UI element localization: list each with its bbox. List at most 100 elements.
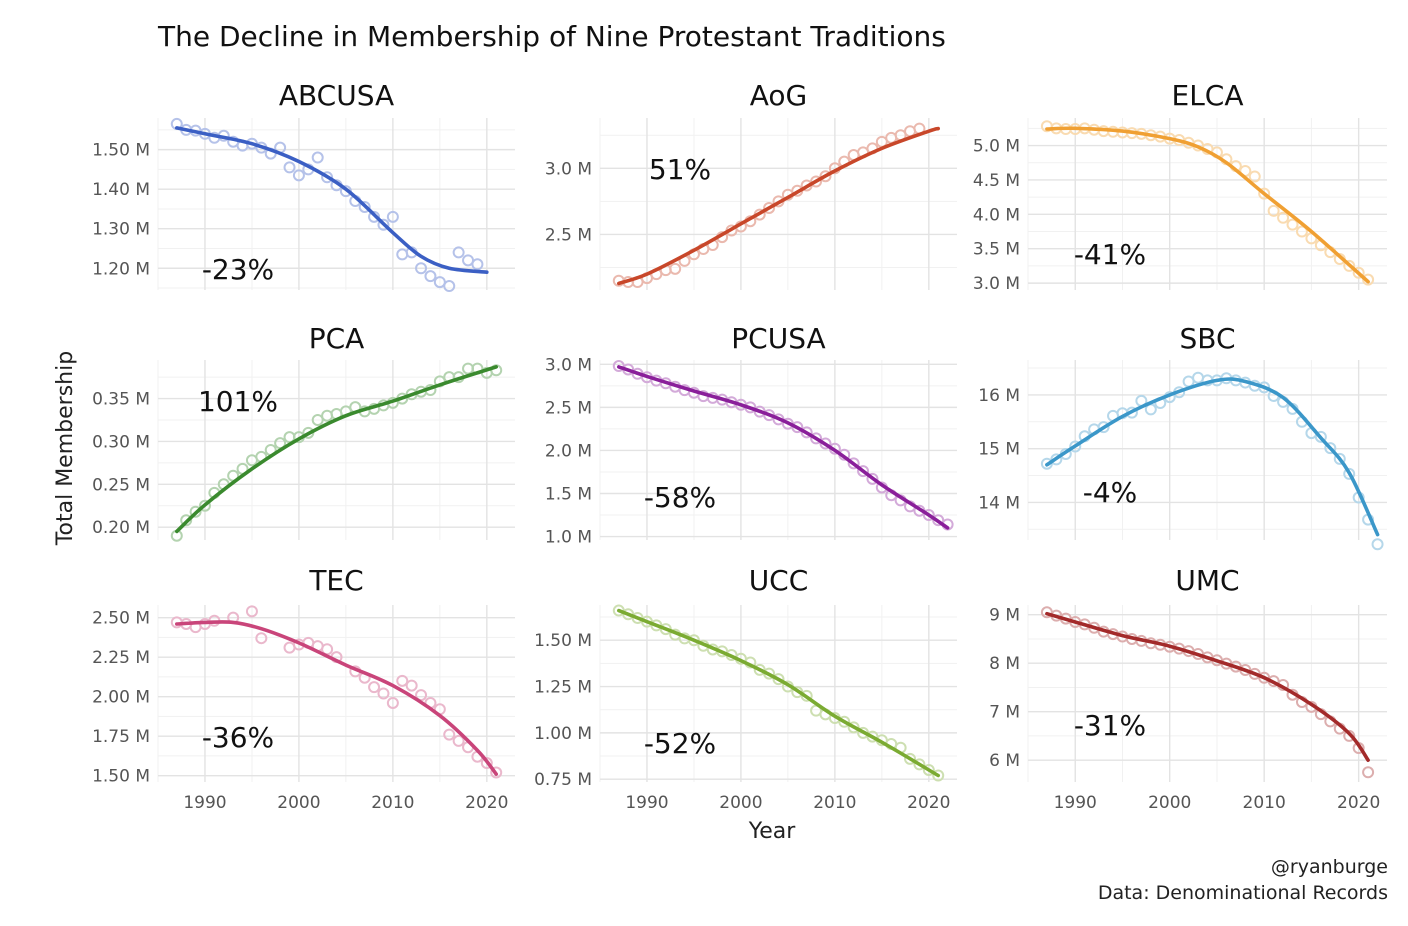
y-tick-label: 3.0 M: [973, 274, 1020, 294]
trend-line: [1045, 126, 1370, 284]
trend-line: [617, 126, 940, 286]
y-tick-label: 5.0 M: [973, 137, 1020, 157]
y-tick-label: 2.5 M: [545, 225, 592, 245]
data-point: [772, 673, 785, 686]
data-point: [838, 715, 851, 728]
caption-handle: @ryanburge: [1271, 856, 1388, 878]
percent-change-label: -58%: [644, 481, 716, 514]
data-point: [377, 218, 390, 231]
y-tick-label: 2.00 M: [92, 688, 150, 708]
data-point: [452, 734, 465, 747]
data-point: [283, 161, 296, 174]
data-point: [847, 457, 860, 470]
facet-label-sbc: SBC: [1179, 322, 1235, 355]
data-point: [180, 514, 193, 527]
x-tick-label: 2000: [719, 793, 762, 813]
data-point: [857, 465, 870, 478]
data-point: [255, 632, 268, 645]
data-point: [1362, 273, 1375, 286]
y-tick-label: 3.0 M: [545, 159, 592, 179]
panel-pca: 0.20 M 0.25 M 0.30 M 0.35 M PCA 101%: [92, 322, 515, 542]
data-point: [396, 674, 409, 687]
percent-change-label: -23%: [202, 253, 274, 286]
data-point: [1097, 421, 1110, 434]
facet-label-pcusa: PCUSA: [731, 322, 825, 355]
data-point: [932, 514, 945, 527]
percent-change-label: -4%: [1083, 476, 1138, 509]
data-point: [1343, 467, 1356, 480]
y-tick-label: 2.25 M: [92, 648, 150, 668]
y-tick-label: 1.40 M: [92, 180, 150, 200]
panel-aog: 2.5 M 3.0 M AoG 51%: [545, 79, 957, 290]
data-point: [1277, 211, 1290, 224]
x-tick-label: 1990: [1054, 793, 1097, 813]
data-point: [452, 246, 465, 259]
x-tick-label: 2000: [277, 793, 320, 813]
trend-line: [1045, 611, 1370, 762]
data-point: [443, 280, 456, 293]
panel-abcusa: 1.20 M 1.30 M 1.40 M 1.50 M ABCUSA -23%: [92, 79, 515, 293]
y-tick-label: 1.30 M: [92, 220, 150, 240]
data-point: [471, 258, 484, 271]
data-point: [810, 175, 823, 188]
data-point: [1352, 266, 1365, 279]
data-point: [810, 432, 823, 445]
y-tick-label: 1.25 M: [534, 678, 592, 698]
data-point: [1192, 371, 1205, 384]
percent-change-label: -52%: [644, 727, 716, 760]
data-point: [1295, 225, 1308, 238]
data-point: [480, 757, 493, 770]
data-point: [1040, 457, 1053, 470]
data-point: [189, 505, 202, 518]
trend-line: [617, 365, 950, 530]
x-tick-label: 2000: [1148, 793, 1191, 813]
y-tick-label: 8 M: [989, 654, 1020, 674]
data-point: [922, 763, 935, 776]
y-tick-label: 15 M: [978, 440, 1020, 460]
data-point: [866, 472, 879, 485]
y-tick-label: 0.20 M: [92, 518, 150, 538]
y-tick-label: 0.35 M: [92, 390, 150, 410]
data-point: [819, 170, 832, 183]
data-point: [368, 210, 381, 223]
y-tick-label: 2.0 M: [545, 441, 592, 461]
data-point: [405, 679, 418, 692]
y-tick-label: 1.50 M: [92, 141, 150, 161]
data-point: [800, 426, 813, 439]
y-tick-label: 9 M: [989, 606, 1020, 626]
data-point: [932, 769, 945, 782]
x-tick-label: 1990: [183, 793, 226, 813]
data-point: [368, 681, 381, 694]
y-tick-label: 7 M: [989, 703, 1020, 723]
data-point: [819, 437, 832, 450]
facet-label-tec: TEC: [308, 564, 363, 597]
y-tick-label: 4.5 M: [973, 171, 1020, 191]
data-point: [358, 200, 371, 213]
percent-change-label: 101%: [198, 385, 278, 418]
panel-elca: 3.0 M 3.5 M 4.0 M 4.5 M 5.0 M ELCA -41%: [973, 79, 1387, 294]
data-point: [1324, 442, 1337, 455]
y-tick-label: 3.0 M: [545, 355, 592, 375]
x-tick-label: 2010: [813, 793, 856, 813]
percent-change-label: -41%: [1074, 238, 1146, 271]
trend-line: [175, 620, 498, 776]
data-point: [1050, 453, 1063, 466]
data-point: [415, 689, 428, 702]
data-point: [800, 689, 813, 702]
x-tick-label: 2010: [1243, 793, 1286, 813]
data-point: [669, 262, 682, 275]
data-point: [847, 721, 860, 734]
data-point: [321, 171, 334, 184]
y-tick-label: 0.30 M: [92, 432, 150, 452]
x-tick-label: 2010: [371, 793, 414, 813]
chart-title: The Decline in Membership of Nine Protes…: [157, 20, 946, 53]
caption-source: Data: Denominational Records: [1098, 882, 1388, 904]
data-point: [1286, 218, 1299, 231]
panel-sbc: 14 M 15 M 16 M SBC -4%: [978, 322, 1387, 551]
y-tick-label: 6 M: [989, 751, 1020, 771]
y-tick-label: 1.20 M: [92, 259, 150, 279]
percent-change-label: -31%: [1074, 709, 1146, 742]
data-point: [424, 270, 437, 283]
panel-ucc: 0.75 M 1.00 M 1.25 M 1.50 M 1990 2000 2010 2020…: [534, 564, 957, 813]
